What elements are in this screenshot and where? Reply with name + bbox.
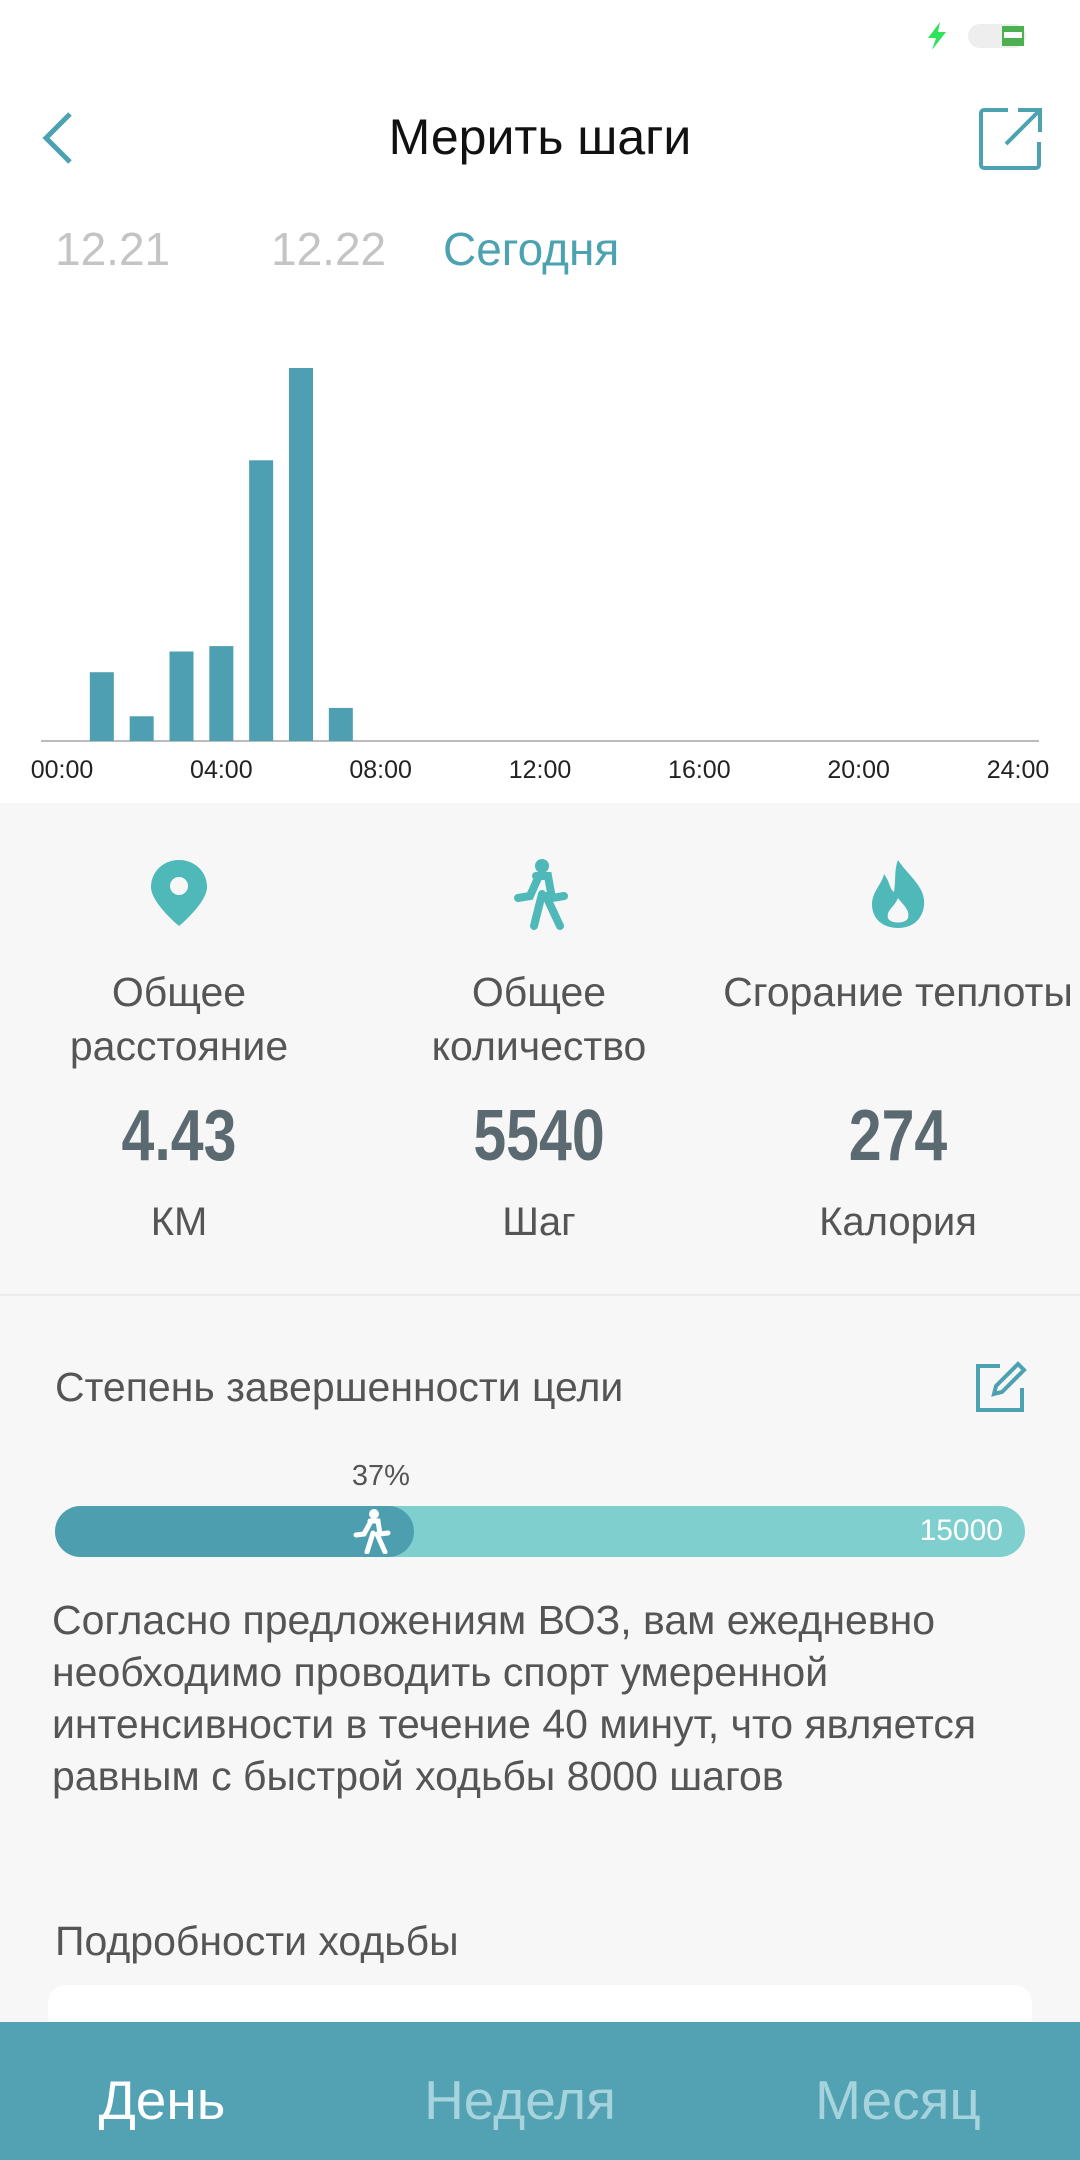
share-button[interactable]	[978, 106, 1044, 172]
goal-title: Степень завершенности цели	[55, 1364, 624, 1410]
bar	[209, 646, 234, 741]
page-title: Мерить шаги	[388, 109, 692, 165]
bar	[169, 651, 194, 741]
status-icons	[928, 22, 1026, 50]
date-tab[interactable]: 12.21	[55, 223, 171, 275]
x-tick-label: 20:00	[827, 756, 890, 784]
progress-fill	[55, 1506, 414, 1557]
edit-goal-button[interactable]	[972, 1360, 1028, 1416]
period-tab[interactable]: Месяц	[815, 2069, 981, 2131]
x-tick-label: 16:00	[668, 756, 731, 784]
stat-unit: Калория	[819, 1200, 977, 1244]
location-icon	[151, 860, 207, 926]
bar	[328, 707, 353, 741]
advice-text: Согласно предложениям ВОЗ, вам ежедневно…	[52, 1597, 977, 1799]
stat-value: 5540	[473, 1096, 605, 1176]
walk-icon	[514, 859, 568, 930]
stat-unit: Шаг	[502, 1200, 576, 1244]
divider	[0, 1294, 1080, 1296]
x-tick-label: 08:00	[349, 756, 412, 784]
date-tab[interactable]: Сегодня	[443, 223, 620, 275]
details-title: Подробности ходьбы	[55, 1918, 459, 1964]
stat-value: 4.43	[121, 1096, 237, 1176]
x-tick-label: 24:00	[987, 756, 1050, 784]
stat-label: Общее количество	[431, 969, 647, 1069]
goal-percent: 37%	[351, 1460, 410, 1492]
progress-track: 15000	[55, 1506, 1025, 1557]
stat-label: Общее расстояние	[69, 969, 289, 1069]
steps-chart: 00:00 04:00 08:00 12:00 16:00 20:00 24:00	[31, 368, 1050, 784]
bottom-bar: День Неделя Месяц	[0, 2022, 1080, 2160]
x-tick-label: 00:00	[31, 756, 94, 784]
period-tab[interactable]: День	[98, 2069, 226, 2131]
stat-value: 274	[848, 1096, 948, 1176]
runner-icon	[353, 1509, 391, 1554]
stat-unit: КМ	[150, 1200, 208, 1244]
period-tab[interactable]: Неделя	[424, 2069, 616, 2131]
date-tab[interactable]: 12.22	[271, 223, 387, 275]
goal-target: 15000	[919, 1514, 1003, 1547]
bar	[129, 716, 154, 741]
bar	[289, 368, 313, 741]
back-button[interactable]	[36, 108, 86, 168]
fire-icon	[872, 860, 925, 928]
x-tick-label: 04:00	[190, 756, 253, 784]
bar	[249, 460, 274, 741]
bar	[89, 672, 114, 741]
stat-label: Сгорание теплоты	[723, 969, 1073, 1015]
x-tick-label: 12:00	[509, 756, 572, 784]
